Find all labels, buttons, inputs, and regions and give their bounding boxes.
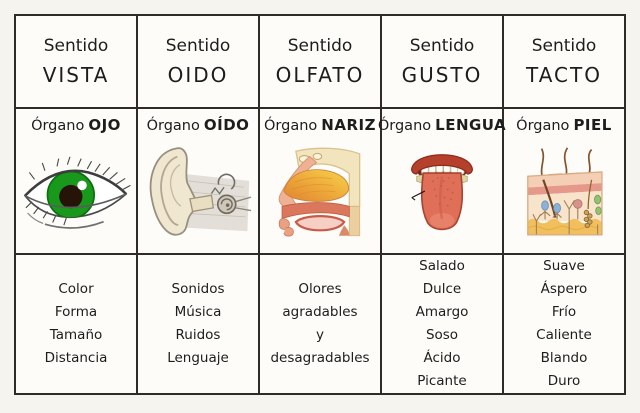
illustration-wrap — [260, 134, 380, 253]
organ-line: Órgano OJO — [31, 116, 121, 134]
organ-name: NARIZ — [321, 116, 376, 134]
quality-item: Suave — [543, 258, 585, 275]
organ-line: Órgano PIEL — [516, 116, 612, 134]
quality-item: Caliente — [536, 327, 592, 343]
quality-item: Blando — [540, 349, 588, 366]
quality-item: y — [316, 327, 324, 343]
sense-name: TACTO — [526, 62, 602, 87]
quality-item: Lenguaje — [167, 349, 229, 366]
quality-item: desagradables — [270, 349, 370, 366]
illustration-wrap — [138, 134, 258, 253]
quality-item: Ácido — [423, 349, 461, 366]
sense-name: OIDO — [167, 62, 229, 87]
illustration-wrap — [16, 134, 136, 253]
quality-item: Ruidos — [175, 327, 221, 343]
organ-label: Órgano — [377, 118, 432, 134]
organ-name: LENGUA — [435, 116, 507, 134]
qualities-cell-oido: Sonidos Música Ruidos Lenguaje — [138, 255, 258, 393]
sense-label: Sentido — [43, 36, 109, 57]
quality-item: Olores agradables — [282, 281, 358, 321]
illustration-wrap — [504, 134, 624, 253]
sense-header-vista: Sentido VISTA — [16, 16, 136, 109]
quality-item: Áspero — [540, 281, 588, 298]
quality-item: Música — [174, 304, 222, 321]
sense-header-olfato: Sentido OLFATO — [260, 16, 380, 109]
illustration-wrap — [382, 134, 502, 253]
quality-item: Salado — [419, 258, 465, 275]
eye-illustration — [23, 156, 131, 229]
sense-label: Sentido — [165, 36, 231, 57]
column-olfato: Sentido OLFATO Órgano NARIZ — [260, 16, 382, 393]
quality-item: Color — [58, 281, 94, 298]
ear-illustration — [149, 147, 252, 236]
organ-label: Órgano — [31, 118, 85, 134]
organ-line: Órgano OÍDO — [147, 116, 250, 134]
sense-name: VISTA — [42, 62, 110, 87]
organ-cell-olfato: Órgano NARIZ — [260, 109, 380, 255]
sense-name: GUSTO — [401, 62, 483, 87]
quality-item: Forma — [54, 304, 98, 321]
column-tacto: Sentido TACTO Órgano PIEL — [504, 16, 624, 393]
column-oido: Sentido OIDO Órgano OÍDO — [138, 16, 260, 393]
organ-label: Órgano — [264, 118, 318, 134]
organ-name: OJO — [88, 116, 121, 134]
organ-line: Órgano NARIZ — [264, 116, 376, 134]
quality-item: Soso — [425, 327, 459, 343]
organ-label: Órgano — [146, 118, 200, 134]
quality-item: Sonidos — [171, 281, 225, 298]
sense-label: Sentido — [531, 36, 597, 57]
skin-illustration — [527, 147, 603, 236]
quality-item: Tamaño — [49, 327, 103, 343]
organ-name: OÍDO — [203, 116, 250, 134]
column-gusto: Sentido GUSTO Órgano LENGUA — [378, 16, 506, 393]
quality-item: Duro — [547, 372, 581, 389]
organ-line: Órgano LENGUA — [378, 116, 506, 134]
quality-item: Dulce — [422, 281, 462, 298]
quality-item: Distancia — [44, 349, 108, 366]
organ-cell-gusto: Órgano LENGUA — [378, 109, 506, 255]
organ-name: PIEL — [573, 116, 612, 134]
sense-header-tacto: Sentido TACTO — [504, 16, 624, 109]
column-vista: Sentido VISTA Órgano OJO — [16, 16, 138, 393]
sense-header-oido: Sentido OIDO — [138, 16, 258, 109]
qualities-cell-gusto: Salado Dulce Amargo Soso Ácido Picante — [382, 255, 502, 393]
quality-item: Frío — [551, 304, 577, 321]
organ-label: Órgano — [516, 118, 570, 134]
sense-header-gusto: Sentido GUSTO — [382, 16, 502, 109]
qualities-cell-olfato: Olores agradables y desagradables — [260, 255, 380, 393]
quality-item: Picante — [417, 372, 467, 389]
organ-cell-tacto: Órgano PIEL — [504, 109, 624, 255]
qualities-cell-vista: Color Forma Tamaño Distancia — [16, 255, 136, 393]
qualities-cell-tacto: Suave Áspero Frío Caliente Blando Duro — [504, 255, 624, 393]
organ-cell-vista: Órgano OJO — [16, 109, 136, 255]
tongue-illustration — [411, 154, 473, 231]
senses-table: Sentido VISTA Órgano OJO — [14, 14, 626, 395]
sense-label: Sentido — [409, 36, 475, 57]
quality-item: Amargo — [415, 304, 469, 321]
sense-label: Sentido — [287, 36, 353, 57]
sense-name: OLFATO — [275, 62, 365, 87]
organ-cell-oido: Órgano OÍDO — [138, 109, 258, 255]
nose-illustration — [278, 147, 361, 237]
